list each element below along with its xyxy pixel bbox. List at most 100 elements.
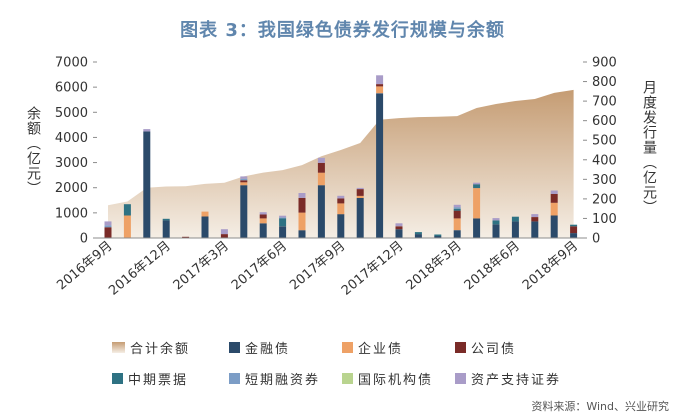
bar-segment xyxy=(162,218,170,221)
legend-item-enterprise-bonds: 企业债 xyxy=(342,339,404,357)
y-right-tick-label: 500 xyxy=(592,134,617,149)
stacked-bar xyxy=(162,218,170,238)
bar-segment xyxy=(143,131,151,238)
bar-segment xyxy=(356,197,364,238)
bar-segment xyxy=(240,176,248,179)
bar-segment xyxy=(201,211,209,217)
stacked-bar xyxy=(298,193,306,238)
x-tick-label: 2018年6月 xyxy=(462,239,523,294)
stacked-bar xyxy=(337,195,345,238)
chart-title: 图表 3：我国绿色债券发行规模与余额 xyxy=(180,20,505,41)
bar-segment xyxy=(317,162,325,173)
bar-segment xyxy=(104,221,112,226)
bar-segment xyxy=(473,184,481,189)
stacked-bar xyxy=(182,236,190,238)
y-left-tick-label: 0 xyxy=(80,232,88,247)
x-tick-label: 2016年9月 xyxy=(54,239,115,294)
bar-segment xyxy=(317,157,325,163)
bar-segment xyxy=(453,230,461,238)
bar-segment xyxy=(395,223,403,227)
x-tick-label: 2017年3月 xyxy=(171,239,232,294)
y-left-tick-label: 6000 xyxy=(55,81,88,96)
stacked-bar xyxy=(201,211,209,238)
bar-segment xyxy=(337,214,345,238)
bar-segment xyxy=(279,218,287,227)
y-right-tick-label: 400 xyxy=(592,153,617,168)
bar-segment xyxy=(531,214,539,217)
y-left-tick-label: 4000 xyxy=(55,131,88,146)
stacked-bar xyxy=(317,157,325,238)
legend-swatch xyxy=(342,341,353,353)
bar-segment xyxy=(240,185,248,238)
bar-segment xyxy=(317,172,325,186)
bar-segment xyxy=(220,229,228,235)
bar-segment xyxy=(414,234,422,238)
bar-segment xyxy=(453,218,461,231)
bar-segment xyxy=(453,207,461,209)
legend-label: 短期融资券 xyxy=(245,372,321,388)
y-left-tick-label: 7000 xyxy=(55,56,88,71)
bar-segment xyxy=(414,232,422,235)
bar-segment xyxy=(337,195,345,199)
y-right-tick-label: 200 xyxy=(592,192,617,207)
stacked-bar xyxy=(511,216,519,238)
bar-segment xyxy=(298,230,306,238)
legend-item-corporate-bonds: 公司债 xyxy=(455,339,516,357)
legend-label: 金融债 xyxy=(245,341,291,357)
stacked-bar xyxy=(279,215,287,238)
bar-segment xyxy=(434,234,442,237)
y-right-tick-label: 0 xyxy=(592,232,600,247)
bar-segment xyxy=(182,236,190,238)
legend-item-asset-backed-securities: 资产支持证券 xyxy=(455,370,562,388)
legend-swatch xyxy=(229,372,240,384)
bar-segment xyxy=(259,218,267,224)
bar-segment xyxy=(550,194,558,203)
bar-segment xyxy=(104,227,112,238)
stacked-bar xyxy=(531,214,539,238)
x-tick-label: 2017年9月 xyxy=(287,239,348,294)
legend-swatch xyxy=(112,341,125,353)
bar-segment xyxy=(356,187,364,190)
bar-segment xyxy=(337,203,345,215)
stacked-bar xyxy=(143,129,151,238)
y-right-tick-label: 300 xyxy=(592,173,617,188)
legend: 合计余额 金融债 企业债 公司债 中期票据 短期融资券 国际机构债 资产支持证券 xyxy=(0,330,685,392)
bar-segment xyxy=(259,223,267,238)
stacked-bar xyxy=(240,176,248,238)
bar-segment xyxy=(473,182,481,185)
stacked-bar xyxy=(356,187,364,238)
bar-segment xyxy=(201,216,209,238)
legend-item-total-balance: 合计余额 xyxy=(112,339,190,357)
x-tick-label: 2016年12月 xyxy=(106,239,174,299)
bar-segment xyxy=(298,212,306,231)
legend-swatch xyxy=(112,372,123,384)
bar-segment xyxy=(550,215,558,238)
bar-segment xyxy=(279,215,287,218)
bar-segment xyxy=(279,226,287,238)
bar-segment xyxy=(550,202,558,216)
legend-swatch xyxy=(229,341,240,353)
bar-segment xyxy=(550,190,558,194)
legend-label: 企业债 xyxy=(358,341,404,357)
bar-segment xyxy=(298,193,306,198)
bar-segment xyxy=(453,210,461,219)
legend-item-medium-term-notes: 中期票据 xyxy=(112,370,188,388)
legend-label: 资产支持证券 xyxy=(471,372,562,388)
bar-segment xyxy=(473,218,481,238)
legend-item-financial-bonds: 金融债 xyxy=(229,339,291,357)
bar-segment xyxy=(453,204,461,208)
bar-segment xyxy=(376,84,384,87)
bar-segment xyxy=(453,208,461,211)
stacked-bar xyxy=(395,223,403,238)
legend-swatch xyxy=(455,372,466,384)
stacked-bar xyxy=(123,204,131,238)
bar-segment xyxy=(259,212,267,215)
legend-item-short-term-financing: 短期融资券 xyxy=(229,370,321,388)
y-left-tick-label: 5000 xyxy=(55,106,88,121)
bar-segment xyxy=(511,221,519,238)
y-right-axis-title: 月度发行量（亿元） xyxy=(641,80,657,215)
y-left-tick-label: 2000 xyxy=(55,181,88,196)
bar-segment xyxy=(570,233,578,238)
x-tick-label: 2017年6月 xyxy=(229,239,290,294)
bar-segment xyxy=(376,75,384,85)
